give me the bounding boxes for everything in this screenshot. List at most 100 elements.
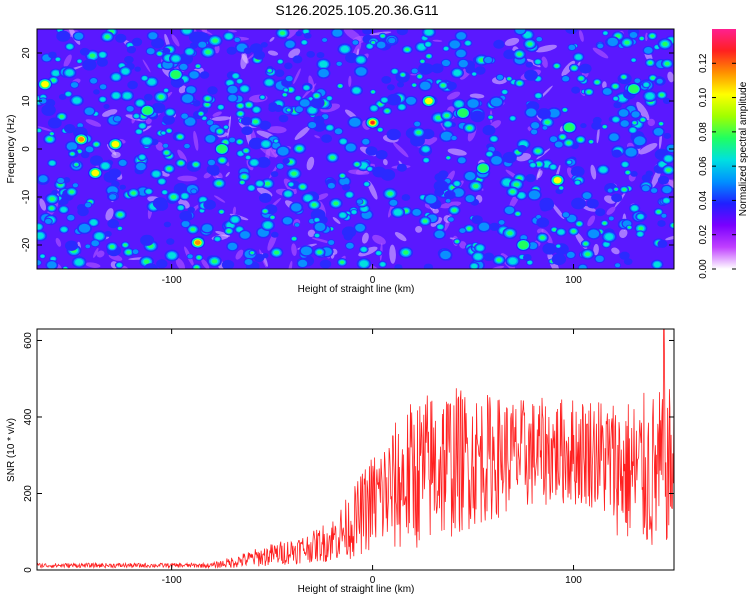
- heatmap-blob: [567, 160, 572, 164]
- heatmap-blob: [411, 68, 418, 74]
- heatmap-blob: [72, 183, 78, 188]
- heatmap-blob: [452, 208, 457, 212]
- heatmap-blob: [378, 102, 383, 106]
- heatmap-streak: [348, 75, 352, 87]
- heatmap-blob: [465, 195, 475, 203]
- heatmap-blob: [313, 115, 325, 125]
- heatmap-blob: [562, 76, 570, 82]
- heatmap-blob: [326, 125, 333, 130]
- heatmap-blob: [464, 172, 476, 181]
- heatmap-blob: [49, 160, 55, 166]
- heatmap-blob: [425, 194, 437, 204]
- heatmap-blob: [126, 250, 131, 254]
- heatmap-blob: [417, 44, 426, 50]
- heatmap-blob: [609, 133, 619, 141]
- heatmap-blob: [611, 193, 623, 203]
- heatmap-blob: [101, 162, 110, 169]
- heatmap-blob: [542, 125, 548, 130]
- heatmap-blob: [228, 94, 237, 102]
- heatmap-streak: [177, 149, 187, 163]
- heatmap-blob: [200, 209, 204, 213]
- heatmap-blob: [425, 42, 431, 47]
- heatmap-streak: [647, 118, 655, 127]
- heatmap-blob: [142, 137, 151, 145]
- heatmap-blob: [227, 85, 238, 94]
- heatmap-blob: [284, 62, 293, 70]
- heatmap-hotspot: [91, 169, 100, 177]
- heatmap-blob: [227, 242, 238, 251]
- heatmap-blob: [476, 245, 484, 251]
- heatmap-blob: [570, 166, 585, 178]
- heatmap-blob: [284, 191, 292, 197]
- colorbar-tick-label: 0.02: [698, 225, 709, 245]
- heatmap-blob: [662, 186, 672, 194]
- heatmap-blob: [78, 150, 81, 153]
- colorbar-tick-label: 0.06: [698, 156, 709, 176]
- heatmap-streak: [55, 237, 62, 247]
- heatmap-blob: [161, 131, 166, 135]
- heatmap-blob: [57, 177, 65, 184]
- heatmap-blob: [418, 75, 422, 78]
- heatmap-hotspot: [518, 241, 529, 249]
- heatmap-blob: [405, 48, 410, 52]
- colorbar-ticks: 0.00 0.02 0.04 0.06 0.08 0.10 0.12: [698, 53, 736, 279]
- heatmap-blob: [624, 40, 630, 45]
- heatmap-blob: [240, 231, 250, 239]
- heatmap-blob: [389, 199, 398, 206]
- colorbar-label: Normalized spectral amplitude: [738, 81, 749, 216]
- heatmap-hotspot: [41, 81, 49, 88]
- heatmap-blob: [202, 116, 207, 120]
- heatmap-blob: [199, 112, 203, 115]
- heatmap-blob: [95, 233, 104, 240]
- heatmap-blob: [657, 239, 668, 248]
- heatmap-blob: [634, 78, 641, 84]
- heatmap-blob: [74, 32, 84, 40]
- heatmap-blob: [516, 212, 520, 215]
- heatmap-blob: [202, 224, 213, 233]
- heatmap-blob: [298, 259, 308, 267]
- heatmap-blob: [314, 218, 319, 222]
- heatmap-blob: [444, 121, 451, 127]
- heatmap-blob: [622, 75, 626, 79]
- snr-y-tick-label: 0: [23, 567, 34, 573]
- heatmap-blob: [238, 104, 243, 108]
- heatmap-blob: [447, 156, 450, 159]
- heatmap-blob: [653, 128, 664, 136]
- heatmap-blob: [126, 106, 134, 112]
- heatmap-streak: [155, 141, 164, 151]
- heatmap-blob: [291, 203, 302, 212]
- heatmap-blob: [75, 259, 84, 266]
- heatmap-blob: [558, 229, 565, 235]
- heatmap-blob: [187, 254, 193, 259]
- heatmap-blob: [104, 34, 110, 39]
- heatmap-blob: [544, 120, 550, 125]
- heatmap-blob: [74, 163, 78, 166]
- snr-x-tick-label: -100: [162, 575, 182, 586]
- heatmap-blob: [455, 101, 463, 107]
- heatmap-blob: [154, 200, 169, 211]
- heatmap-blob: [162, 190, 167, 194]
- heatmap-blob: [527, 260, 532, 265]
- heatmap-blob: [628, 226, 631, 229]
- heatmap-blob: [503, 49, 516, 60]
- heatmap-blob: [310, 97, 325, 109]
- heatmap-blob: [300, 185, 305, 189]
- heatmap-streak: [394, 231, 407, 242]
- heatmap-blob: [352, 87, 361, 94]
- heatmap-blob: [531, 129, 538, 135]
- heatmap-streak: [193, 130, 199, 151]
- heatmap-blob: [244, 259, 253, 265]
- heatmap-blob: [423, 158, 429, 162]
- heatmap-hotspot: [194, 240, 201, 246]
- heatmap-blob: [121, 68, 129, 75]
- heatmap-streak: [225, 171, 230, 177]
- heatmap-streak: [308, 75, 315, 93]
- heatmap-blob: [496, 74, 504, 80]
- heatmap-streak: [293, 68, 301, 85]
- heatmap-blob: [613, 97, 618, 101]
- heatmap-blob: [253, 50, 265, 60]
- heatmap-streak: [232, 206, 237, 216]
- heatmap-hotspot: [142, 106, 153, 115]
- heatmap-y-tick-label: -10: [21, 189, 32, 204]
- heatmap-blob: [362, 29, 373, 35]
